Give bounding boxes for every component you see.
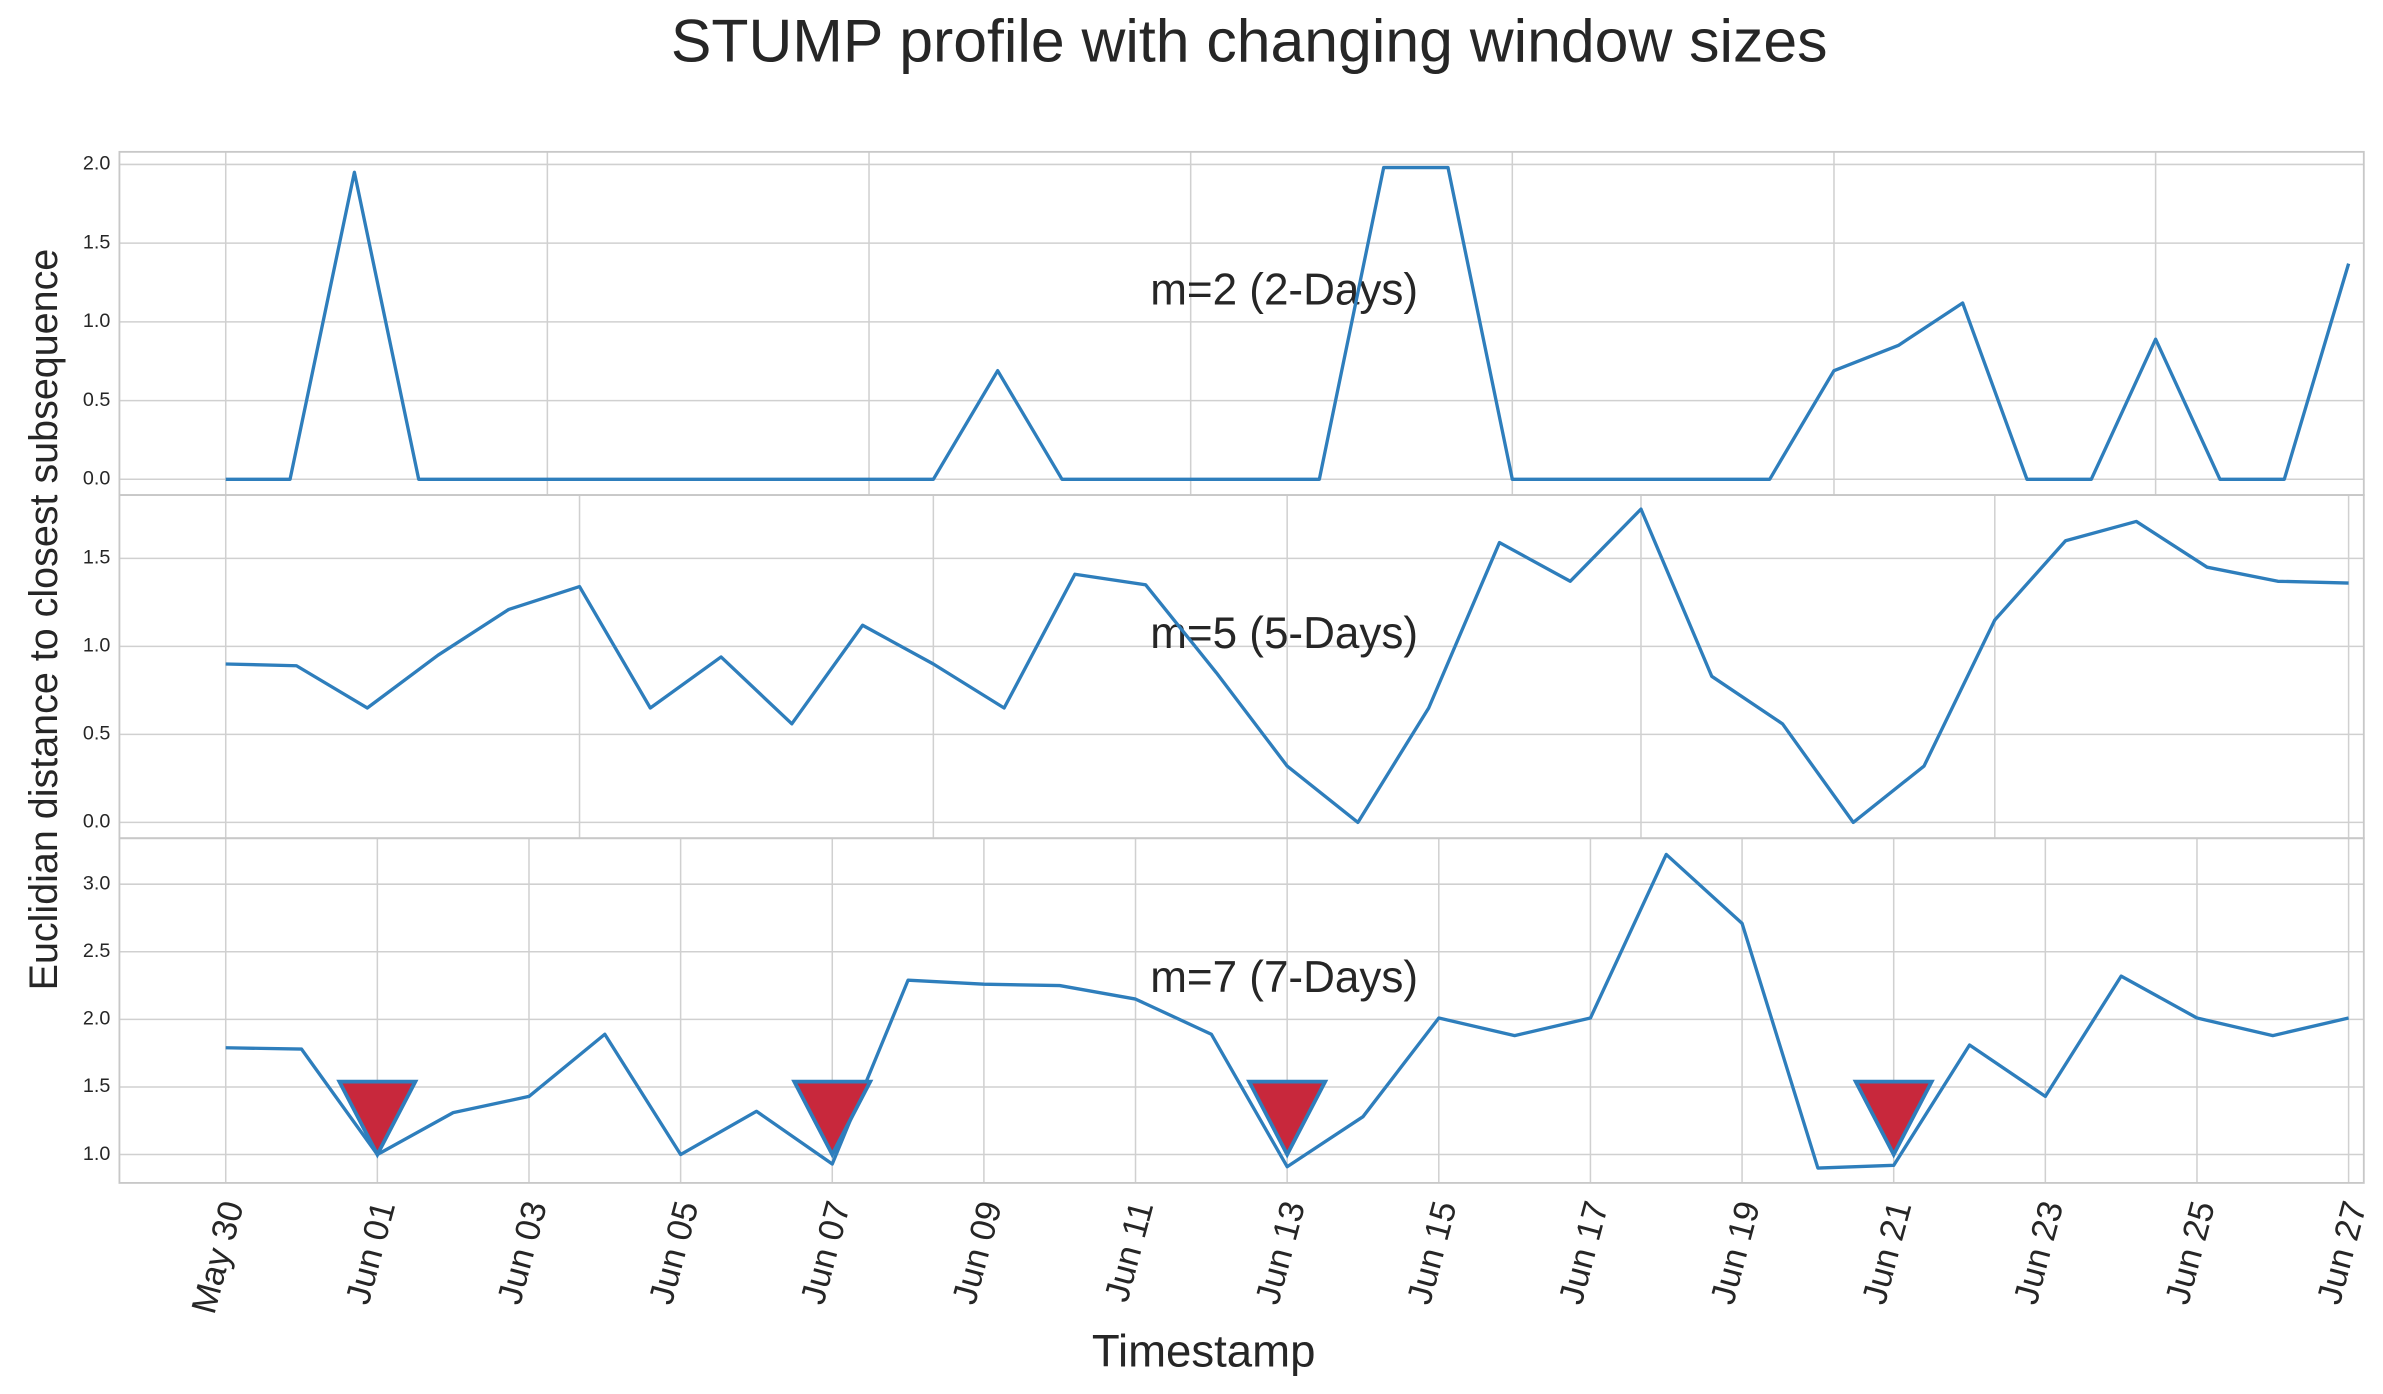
y-tick-label: 2.0: [83, 1008, 110, 1030]
annotation: m=2 (2-Days): [1150, 266, 1418, 315]
marker: [791, 1079, 874, 1159]
marker: [1852, 1079, 1935, 1159]
line-series: [225, 165, 2351, 481]
y-tick-label: 3.0: [83, 872, 110, 894]
annotation: m=5 (5-Days): [1150, 609, 1418, 658]
marker: [336, 1079, 419, 1159]
axes-frame: [118, 837, 2365, 1184]
y-tick-label: 1.0: [83, 310, 110, 332]
y-tick-label: 1.5: [83, 1075, 110, 1097]
y-tick-label: 0.0: [83, 468, 110, 490]
y-tick-label: 0.0: [83, 811, 110, 833]
y-tick-label: 2.0: [83, 153, 110, 175]
annotation: m=7 (7-Days): [1150, 953, 1418, 1002]
line-series: [225, 507, 2349, 825]
y-tick-label: 0.5: [83, 723, 110, 745]
y-tick-label: 0.5: [83, 389, 110, 411]
marker: [1246, 1079, 1329, 1159]
y-axis-label: Euclidian distance to closest subsequenc…: [22, 249, 66, 991]
y-tick-label: 1.5: [83, 547, 110, 569]
x-axis-label: Timestamp: [1092, 1326, 1316, 1377]
y-tick-label: 2.5: [83, 940, 110, 962]
line-series: [225, 852, 2349, 1170]
y-tick-label: 1.5: [83, 231, 110, 253]
y-tick-label: 1.0: [83, 635, 110, 657]
chart-title: STUMP profile with changing window sizes: [671, 7, 1828, 75]
y-tick-label: 1.0: [83, 1143, 110, 1165]
